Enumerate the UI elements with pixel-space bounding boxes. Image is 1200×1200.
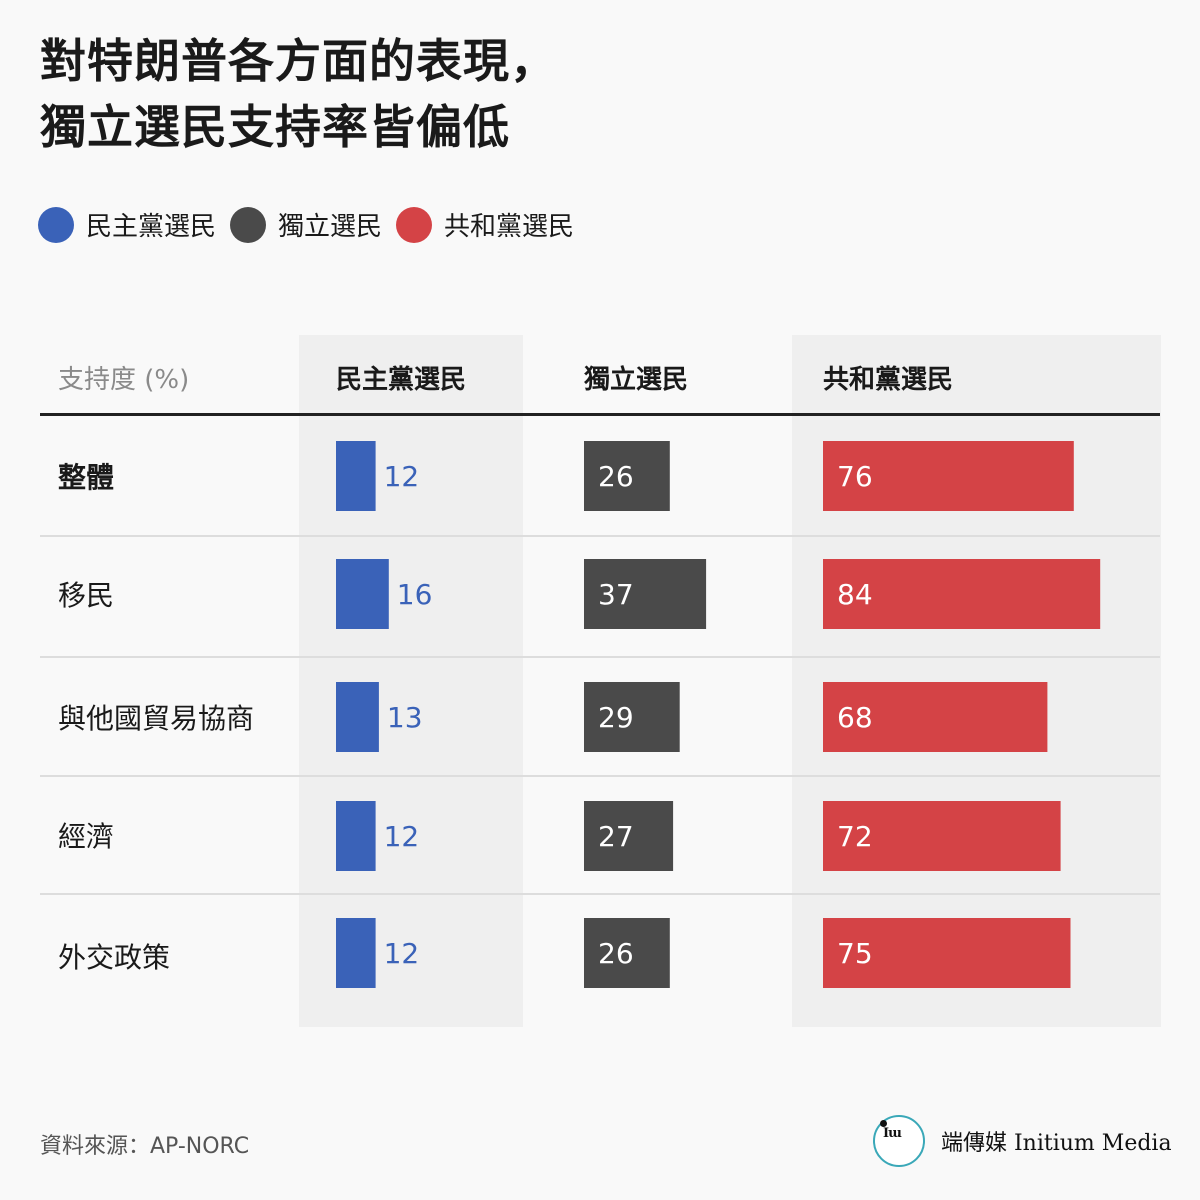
brand-name: 端傳媒 Initium Media — [941, 1131, 1172, 1156]
bar-independent-3 — [584, 682, 680, 752]
legend-label-republican: 共和黨選民 — [444, 212, 575, 242]
value-label-republican-5: 75 — [837, 937, 873, 970]
value-label-democrat-4: 12 — [384, 820, 420, 853]
row-label-trade-negotiation: 與他國貿易協商 — [58, 702, 255, 735]
value-label-republican-4: 72 — [837, 820, 873, 853]
row-divider — [40, 656, 1160, 658]
row-divider — [40, 535, 1160, 537]
value-label-republican-3: 68 — [837, 701, 873, 734]
logo-dot — [880, 1120, 887, 1127]
table-header-independent: 獨立選民 — [584, 365, 689, 395]
bar-republican-4 — [823, 801, 1061, 871]
row-label-foreign-policy: 外交政策 — [58, 941, 171, 974]
value-label-democrat-2: 16 — [397, 578, 433, 611]
bar-democrat-3 — [336, 682, 379, 752]
bar-democrat-1 — [336, 441, 376, 511]
legend-swatch-democrat — [38, 206, 74, 243]
row-label-overall: 整體 — [58, 461, 115, 494]
bar-independent-1 — [584, 441, 670, 511]
value-label-independent-5: 26 — [598, 937, 634, 970]
value-label-independent-3: 29 — [598, 701, 634, 734]
legend-swatch-independent — [230, 206, 267, 243]
value-label-democrat-1: 12 — [384, 460, 420, 493]
bar-republican-5 — [823, 918, 1071, 988]
value-label-independent-4: 27 — [598, 820, 634, 853]
initium-logo-icon: Iɯ — [873, 1115, 925, 1167]
bar-democrat-4 — [336, 801, 376, 871]
row-label-immigration: 移民 — [58, 579, 115, 612]
source-note: 資料來源：AP-NORC — [40, 1134, 250, 1159]
header-divider — [40, 413, 1160, 416]
value-label-independent-1: 26 — [598, 460, 634, 493]
bar-independent-2 — [584, 559, 707, 629]
legend-item-republican: 共和黨選民 — [396, 206, 574, 243]
legend-item-democrat: 民主黨選民 — [38, 206, 216, 243]
bar-democrat-2 — [336, 559, 389, 629]
legend-item-independent: 獨立選民 — [230, 206, 382, 243]
value-label-republican-1: 76 — [837, 460, 873, 493]
value-label-democrat-3: 13 — [387, 701, 423, 734]
chart-title: 對特朗普各方面的表現， 獨立選民支持率皆偏低 — [40, 28, 557, 160]
table-header-metric: 支持度 (%) — [58, 365, 190, 395]
legend-label-democrat: 民主黨選民 — [86, 212, 217, 242]
bar-independent-4 — [584, 801, 674, 871]
legend-swatch-republican — [396, 206, 433, 243]
row-divider — [40, 775, 1160, 777]
bar-republican-2 — [823, 559, 1101, 629]
title-line-2: 獨立選民支持率皆偏低 — [40, 100, 510, 154]
table-header-republican: 共和黨選民 — [823, 365, 954, 395]
legend: 民主黨選民 獨立選民 共和黨選民 — [38, 206, 588, 243]
bar-democrat-5 — [336, 918, 376, 988]
logo-mark: Iɯ — [883, 1126, 902, 1141]
bar-independent-5 — [584, 918, 670, 988]
legend-label-independent: 獨立選民 — [278, 212, 383, 242]
bar-republican-1 — [823, 441, 1074, 511]
row-divider — [40, 893, 1160, 895]
bar-republican-3 — [823, 682, 1048, 752]
title-line-1: 對特朗普各方面的表現， — [40, 34, 557, 88]
table-header-democrat: 民主黨選民 — [336, 365, 467, 395]
value-label-independent-2: 37 — [598, 578, 634, 611]
row-label-economy: 經濟 — [58, 820, 115, 853]
value-label-republican-2: 84 — [837, 578, 873, 611]
value-label-democrat-5: 12 — [384, 937, 420, 970]
brand: Iɯ 端傳媒 Initium Media — [873, 1115, 1172, 1167]
